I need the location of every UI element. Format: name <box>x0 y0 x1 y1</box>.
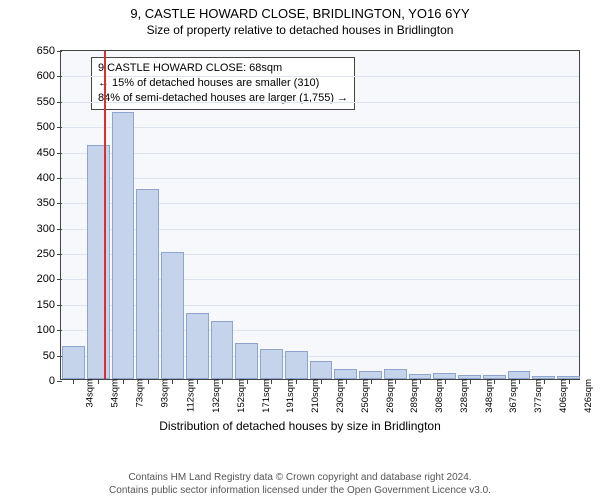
y-tick: 50 <box>43 350 61 362</box>
x-tickmark <box>494 379 495 384</box>
histogram-bar <box>186 313 209 379</box>
x-tick: 426sqm <box>578 379 594 413</box>
infobox-line1: 9 CASTLE HOWARD CLOSE: 68sqm <box>98 61 348 76</box>
x-tickmark <box>73 379 74 384</box>
x-tickmark <box>346 379 347 384</box>
gridline <box>61 76 579 77</box>
histogram-bar <box>260 349 283 379</box>
x-tick: 328sqm <box>454 379 470 413</box>
chart-container: Number of detached properties 9 CASTLE H… <box>0 40 600 435</box>
x-tick: 73sqm <box>129 379 145 408</box>
x-tickmark <box>148 379 149 384</box>
x-tickmark <box>569 379 570 384</box>
page-subtitle: Size of property relative to detached ho… <box>0 21 600 37</box>
x-tick: 171sqm <box>256 379 272 413</box>
x-tickmark <box>420 379 421 384</box>
x-tick: 34sqm <box>80 379 96 408</box>
footer-line2: Contains public sector information licen… <box>0 485 600 498</box>
histogram-bar <box>359 371 382 379</box>
x-tickmark <box>519 379 520 384</box>
gridline <box>61 127 579 128</box>
footer-line1: Contains HM Land Registry data © Crown c… <box>0 472 600 485</box>
footer-attribution: Contains HM Land Registry data © Crown c… <box>0 472 600 497</box>
x-tickmark <box>395 379 396 384</box>
x-tickmark <box>123 379 124 384</box>
x-tickmark <box>271 379 272 384</box>
histogram-bar <box>161 252 184 379</box>
x-tick: 269sqm <box>379 379 395 413</box>
histogram-bar <box>62 346 85 379</box>
y-tick: 300 <box>37 223 61 235</box>
x-tick: 377sqm <box>528 379 544 413</box>
x-tickmark <box>371 379 372 384</box>
x-tick: 230sqm <box>330 379 346 413</box>
histogram-bar <box>285 351 308 379</box>
gridline <box>61 178 579 179</box>
y-tick: 500 <box>37 121 61 133</box>
gridline <box>61 153 579 154</box>
x-tickmark <box>445 379 446 384</box>
histogram-bar <box>310 361 333 379</box>
x-tick: 152sqm <box>231 379 247 413</box>
x-tick: 348sqm <box>478 379 494 413</box>
x-tickmark <box>222 379 223 384</box>
infobox-line3: 84% of semi-detached houses are larger (… <box>98 91 348 106</box>
x-tick: 289sqm <box>404 379 420 413</box>
y-tick: 550 <box>37 96 61 108</box>
property-marker-line <box>104 51 106 379</box>
y-tick: 0 <box>49 375 61 387</box>
y-tick: 100 <box>37 324 61 336</box>
x-tickmark <box>296 379 297 384</box>
x-tick: 250sqm <box>355 379 371 413</box>
plot-area: 9 CASTLE HOWARD CLOSE: 68sqm ← 15% of de… <box>60 50 580 380</box>
x-tick: 93sqm <box>154 379 170 408</box>
x-tick: 308sqm <box>429 379 445 413</box>
x-tickmark <box>197 379 198 384</box>
y-tick: 250 <box>37 248 61 260</box>
histogram-bar <box>112 112 135 379</box>
page-title: 9, CASTLE HOWARD CLOSE, BRIDLINGTON, YO1… <box>0 0 600 21</box>
y-tick: 200 <box>37 273 61 285</box>
infobox-line2: ← 15% of detached houses are smaller (31… <box>98 76 348 91</box>
x-tickmark <box>247 379 248 384</box>
x-tickmark <box>470 379 471 384</box>
histogram-bar <box>384 369 407 379</box>
histogram-bar <box>334 369 357 379</box>
y-tick: 350 <box>37 197 61 209</box>
x-tick: 112sqm <box>181 379 197 412</box>
x-tickmark <box>321 379 322 384</box>
y-tick: 150 <box>37 299 61 311</box>
x-tick: 367sqm <box>503 379 519 413</box>
x-tickmark <box>172 379 173 384</box>
x-tick: 210sqm <box>305 379 321 413</box>
x-tick: 406sqm <box>553 379 569 413</box>
gridline <box>61 102 579 103</box>
histogram-bar <box>211 321 234 379</box>
x-tick: 54sqm <box>104 379 120 408</box>
x-tick: 191sqm <box>280 379 296 413</box>
histogram-bar <box>136 189 159 379</box>
y-tick: 450 <box>37 147 61 159</box>
y-tick: 400 <box>37 172 61 184</box>
x-tick: 132sqm <box>206 379 222 413</box>
y-tick: 650 <box>37 45 61 57</box>
x-tickmark <box>98 379 99 384</box>
histogram-bar <box>508 371 531 379</box>
x-axis-label: Distribution of detached houses by size … <box>0 419 600 433</box>
y-tick: 600 <box>37 70 61 82</box>
x-tickmark <box>544 379 545 384</box>
histogram-bar <box>235 343 258 379</box>
